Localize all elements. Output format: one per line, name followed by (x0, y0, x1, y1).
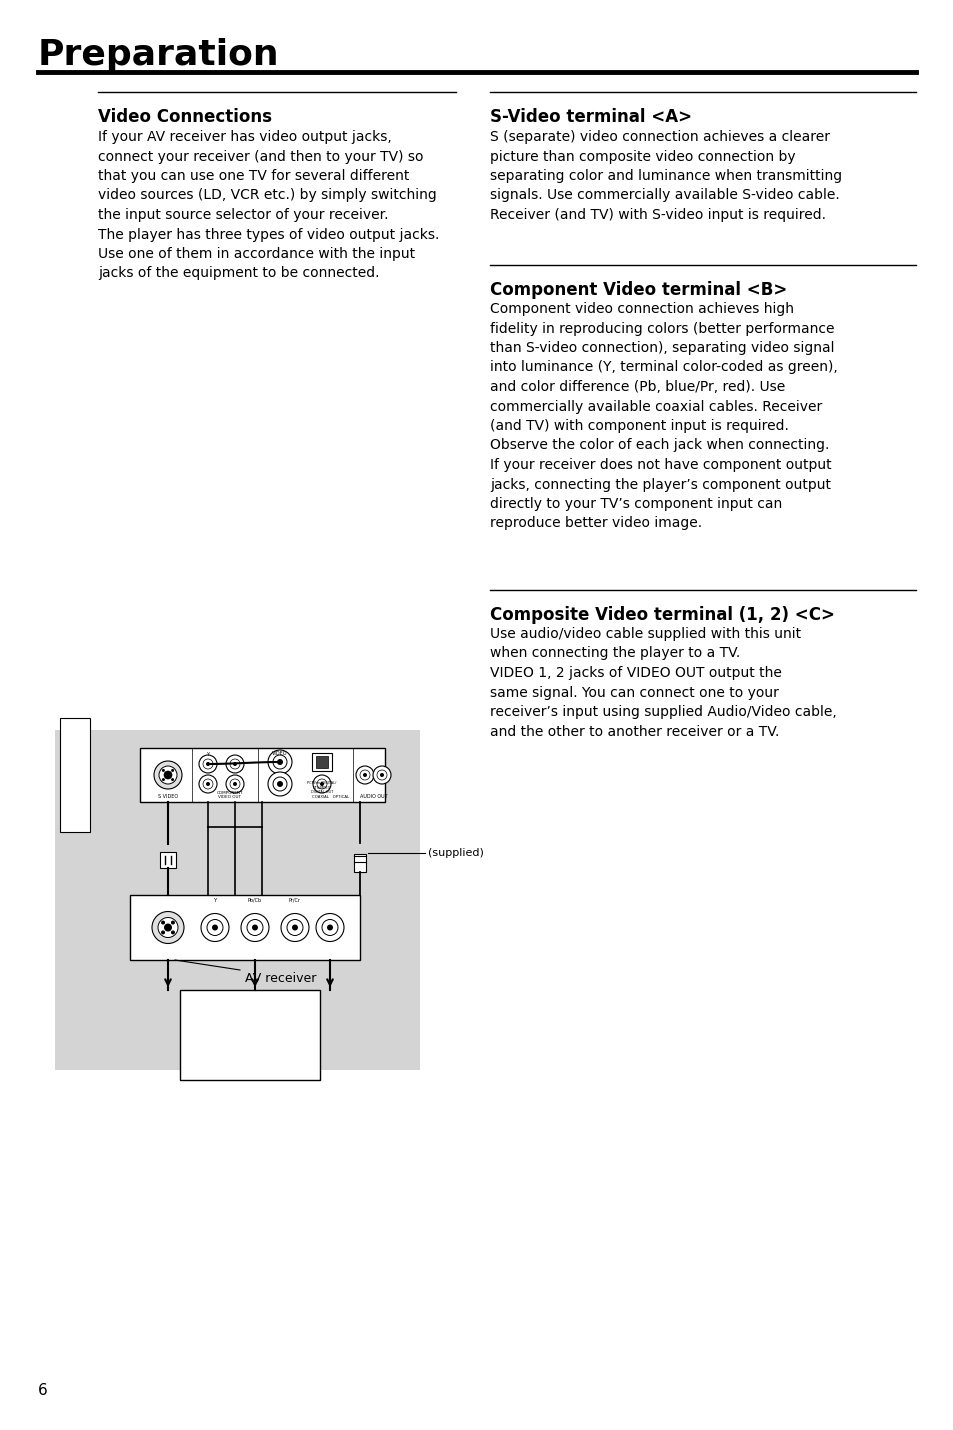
Circle shape (164, 924, 172, 931)
Circle shape (373, 766, 391, 784)
Circle shape (379, 774, 384, 776)
Circle shape (359, 769, 370, 779)
Circle shape (199, 775, 216, 794)
Bar (60, 718, 90, 832)
Circle shape (230, 779, 240, 789)
Bar (315, 756, 328, 768)
Text: S VIDEO: S VIDEO (158, 794, 178, 799)
Text: S (separate) video connection achieves a clearer
picture than composite video co: S (separate) video connection achieves a… (490, 130, 841, 222)
Text: (supplied): (supplied) (428, 848, 483, 858)
Circle shape (292, 925, 297, 931)
Circle shape (159, 766, 177, 784)
Text: COMPONENT
VIDEO OUT: COMPONENT VIDEO OUT (216, 791, 243, 799)
Text: AUDIO OUT: AUDIO OUT (359, 794, 387, 799)
Text: Component video connection achieves high
fidelity in reproducing colors (better : Component video connection achieves high… (490, 302, 837, 531)
Circle shape (363, 774, 367, 776)
Circle shape (313, 775, 331, 794)
Circle shape (162, 769, 165, 772)
Circle shape (268, 772, 292, 797)
Circle shape (226, 755, 244, 774)
Bar (354, 854, 366, 872)
Circle shape (226, 775, 244, 794)
Circle shape (207, 919, 223, 935)
Circle shape (273, 776, 287, 791)
Text: Pb/Cb: Pb/Cb (248, 898, 262, 902)
Circle shape (164, 771, 172, 779)
Circle shape (319, 782, 324, 786)
Circle shape (206, 782, 210, 786)
Bar (55, 729, 419, 1070)
Circle shape (376, 769, 387, 779)
Bar (180, 990, 319, 1080)
Circle shape (233, 762, 236, 766)
Bar (140, 748, 385, 802)
Circle shape (171, 778, 173, 781)
Text: If your AV receiver has video output jacks,
connect your receiver (and then to y: If your AV receiver has video output jac… (98, 130, 439, 280)
Circle shape (281, 914, 309, 941)
Circle shape (233, 782, 236, 786)
Circle shape (247, 919, 263, 935)
Bar (160, 852, 175, 868)
Circle shape (203, 779, 213, 789)
Text: S-Video terminal <A>: S-Video terminal <A> (490, 109, 691, 126)
Circle shape (199, 755, 216, 774)
Circle shape (203, 759, 213, 769)
Circle shape (268, 749, 292, 774)
Text: Video Connections: Video Connections (98, 109, 272, 126)
Text: Composite Video terminal (1, 2) <C>: Composite Video terminal (1, 2) <C> (490, 606, 834, 623)
Circle shape (287, 919, 303, 935)
Circle shape (206, 762, 210, 766)
Circle shape (162, 778, 165, 781)
Circle shape (276, 759, 283, 765)
Bar (312, 754, 332, 771)
Circle shape (327, 925, 333, 931)
Text: AV receiver: AV receiver (245, 972, 316, 985)
Text: Component Video terminal <B>: Component Video terminal <B> (490, 282, 786, 299)
Circle shape (230, 759, 240, 769)
Circle shape (241, 914, 269, 941)
Circle shape (252, 925, 257, 931)
Text: Y: Y (213, 898, 216, 902)
Text: 6: 6 (38, 1383, 48, 1399)
Circle shape (315, 914, 344, 941)
Circle shape (161, 921, 165, 925)
Circle shape (212, 925, 218, 931)
Circle shape (322, 919, 337, 935)
Circle shape (273, 755, 287, 769)
Circle shape (158, 918, 178, 938)
Circle shape (161, 931, 165, 934)
Circle shape (276, 781, 283, 787)
Circle shape (153, 761, 182, 789)
Text: Use audio/video cable supplied with this unit
when connecting the player to a TV: Use audio/video cable supplied with this… (490, 626, 836, 738)
Circle shape (201, 914, 229, 941)
Circle shape (355, 766, 374, 784)
Text: VIDEO: VIDEO (272, 751, 288, 756)
Circle shape (171, 769, 173, 772)
Text: Pr/Cr: Pr/Cr (289, 898, 301, 902)
Text: COAXIAL   OPTICAL: COAXIAL OPTICAL (312, 795, 349, 799)
Circle shape (316, 779, 327, 789)
Circle shape (152, 911, 184, 944)
Circle shape (171, 921, 174, 925)
Text: Preparation: Preparation (38, 39, 279, 72)
Bar (130, 895, 359, 960)
Text: PCM/nn DIGITAL/
DTS/MPEG
DIGITAL OUT: PCM/nn DIGITAL/ DTS/MPEG DIGITAL OUT (307, 781, 336, 794)
Text: Y: Y (206, 752, 210, 756)
Circle shape (171, 931, 174, 934)
